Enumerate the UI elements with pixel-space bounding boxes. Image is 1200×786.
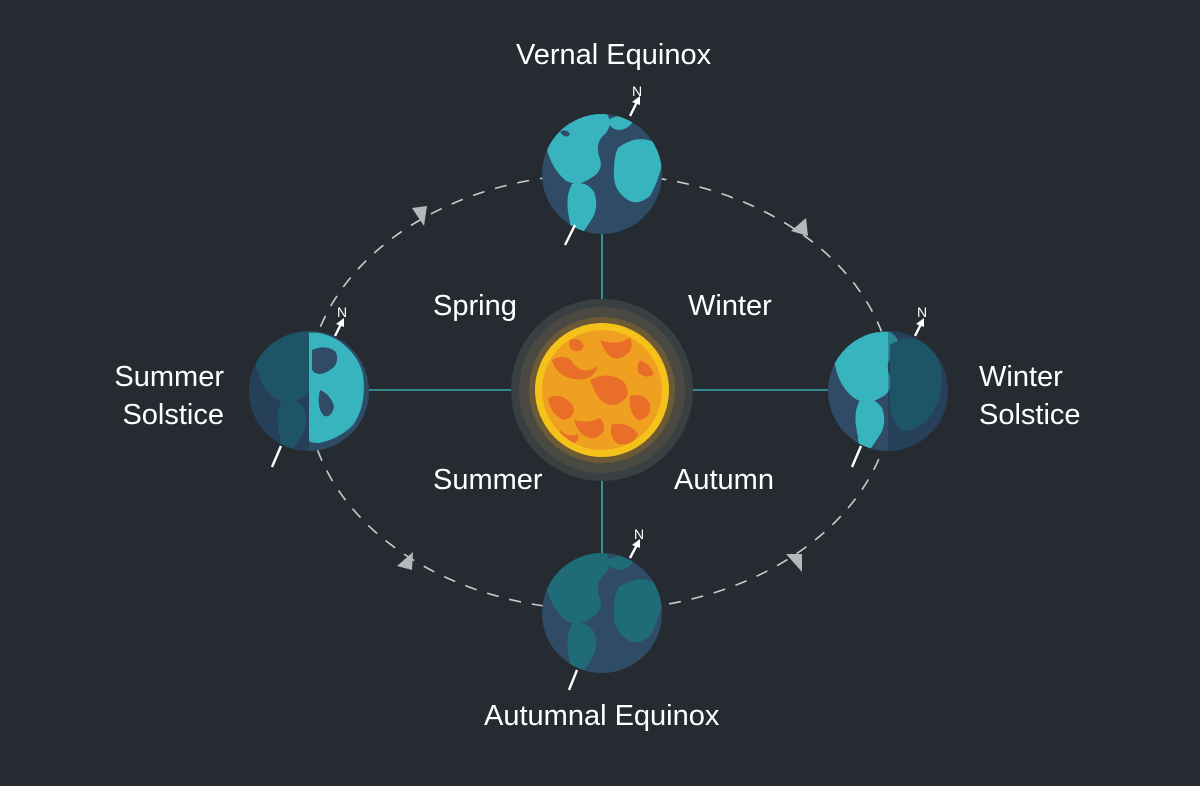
label-winter-solstice-line2: Solstice	[979, 399, 1081, 431]
earth-axis-south	[567, 669, 579, 691]
label-winter-solstice-line1: Winter	[979, 361, 1063, 393]
earth-axis-south	[850, 445, 863, 468]
label-summer-solstice: Summer Solstice	[114, 358, 224, 434]
label-season-summer: Summer	[433, 464, 543, 496]
label-season-winter: Winter	[688, 290, 772, 322]
sun	[511, 299, 693, 481]
north-arrow-head	[632, 539, 640, 548]
label-summer-solstice-line1: Summer	[114, 361, 224, 393]
earth-summer-solstice	[249, 318, 369, 468]
north-label-left: N	[337, 304, 347, 320]
orbit-arrow-upper-right	[791, 218, 808, 236]
north-arrow-head	[916, 318, 924, 327]
label-vernal-equinox: Vernal Equinox	[516, 39, 712, 71]
orbit-arrow-lower-right	[786, 554, 802, 572]
north-label-right: N	[917, 304, 927, 320]
label-autumnal-equinox: Autumnal Equinox	[484, 700, 720, 732]
earth-vernal-equinox	[542, 96, 662, 246]
earth-winter-solstice	[828, 318, 948, 468]
label-winter-solstice: Winter Solstice	[979, 358, 1081, 434]
earth-axis-south	[563, 224, 577, 246]
earth-axis-south	[270, 445, 283, 468]
north-label-top: N	[632, 83, 642, 99]
orbit-arrow-lower-left	[397, 552, 413, 570]
north-arrow-head	[336, 318, 344, 327]
earth-autumnal-equinox	[542, 539, 662, 691]
label-summer-solstice-line2: Solstice	[122, 399, 224, 431]
north-label-bottom: N	[634, 526, 644, 542]
label-season-spring: Spring	[433, 290, 517, 322]
north-arrow-head	[632, 96, 640, 105]
orbit-arrow-upper-left	[412, 206, 427, 226]
label-season-autumn: Autumn	[674, 464, 774, 496]
